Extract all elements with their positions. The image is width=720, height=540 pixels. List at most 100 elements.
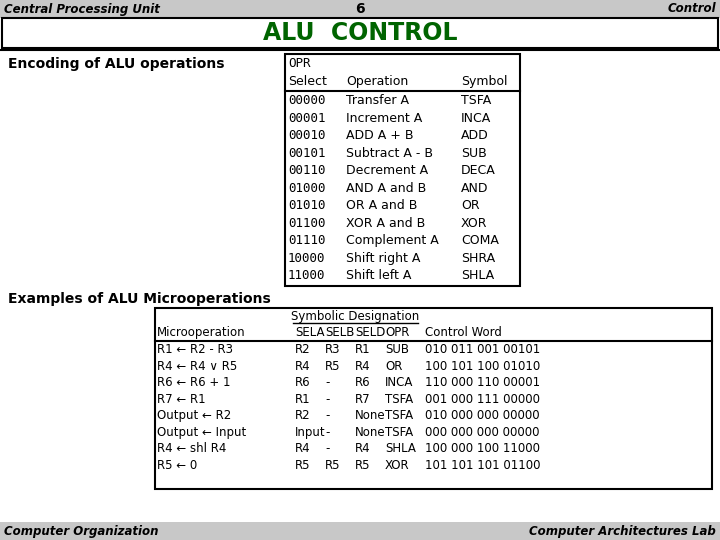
Text: ADD A + B: ADD A + B	[346, 129, 413, 142]
Text: 6: 6	[355, 2, 365, 16]
Text: Transfer A: Transfer A	[346, 94, 409, 107]
Text: SUB: SUB	[461, 147, 487, 160]
Text: R5: R5	[325, 458, 341, 471]
Text: AND: AND	[461, 181, 488, 194]
Text: Central Processing Unit: Central Processing Unit	[4, 3, 160, 16]
Text: 010 000 000 00000: 010 000 000 00000	[425, 409, 539, 422]
Text: Output ← Input: Output ← Input	[157, 426, 246, 438]
Text: R4: R4	[295, 442, 310, 455]
Text: OPR: OPR	[288, 57, 310, 70]
Text: 000 000 000 00000: 000 000 000 00000	[425, 426, 539, 438]
Text: R7 ← R1: R7 ← R1	[157, 393, 206, 406]
Text: Examples of ALU Microoperations: Examples of ALU Microoperations	[8, 293, 271, 307]
Text: OPR: OPR	[385, 326, 410, 339]
Text: 00001: 00001	[288, 112, 325, 125]
Text: 00000: 00000	[288, 94, 325, 107]
Text: Microoperation: Microoperation	[157, 326, 246, 339]
Text: Symbolic Designation: Symbolic Designation	[292, 310, 420, 323]
Text: 10000: 10000	[288, 252, 325, 265]
Text: 01100: 01100	[288, 217, 325, 230]
Text: Output ← R2: Output ← R2	[157, 409, 231, 422]
Text: Complement A: Complement A	[346, 234, 438, 247]
Text: R2: R2	[295, 343, 310, 356]
Text: R4: R4	[355, 442, 371, 455]
Text: 00010: 00010	[288, 129, 325, 142]
Text: R6 ← R6 + 1: R6 ← R6 + 1	[157, 376, 230, 389]
Text: 01110: 01110	[288, 234, 325, 247]
Text: R5: R5	[295, 458, 310, 471]
Text: XOR A and B: XOR A and B	[346, 217, 426, 230]
Text: COMA: COMA	[461, 234, 499, 247]
Text: Symbol: Symbol	[461, 75, 508, 87]
Text: Select: Select	[288, 75, 327, 87]
Text: -: -	[325, 426, 329, 438]
Text: INCA: INCA	[385, 376, 413, 389]
Text: 100 101 100 01010: 100 101 100 01010	[425, 360, 540, 373]
Text: TSFA: TSFA	[461, 94, 491, 107]
Text: 01010: 01010	[288, 199, 325, 212]
Text: R4 ← R4 ∨ R5: R4 ← R4 ∨ R5	[157, 360, 238, 373]
Bar	[285, 54, 520, 286]
Text: None: None	[355, 409, 386, 422]
Text: 100 000 100 11000: 100 000 100 11000	[425, 442, 540, 455]
Text: 11000: 11000	[288, 269, 325, 282]
Text: -: -	[325, 409, 329, 422]
Text: 00110: 00110	[288, 164, 325, 177]
Text: ALU  CONTROL: ALU CONTROL	[263, 21, 457, 45]
Text: DECA: DECA	[461, 164, 496, 177]
Bar	[155, 307, 712, 489]
Text: SUB: SUB	[385, 343, 409, 356]
Text: 001 000 111 00000: 001 000 111 00000	[425, 393, 540, 406]
Text: Encoding of ALU operations: Encoding of ALU operations	[8, 57, 225, 71]
Text: XOR: XOR	[461, 217, 487, 230]
Text: Control: Control	[667, 3, 716, 16]
Text: TSFA: TSFA	[385, 393, 413, 406]
Text: R6: R6	[355, 376, 371, 389]
Text: OR: OR	[461, 199, 480, 212]
Text: 010 011 001 00101: 010 011 001 00101	[425, 343, 540, 356]
Text: -: -	[325, 376, 329, 389]
Text: R4: R4	[295, 360, 310, 373]
Text: R2: R2	[295, 409, 310, 422]
Text: R1: R1	[355, 343, 371, 356]
Text: Decrement A: Decrement A	[346, 164, 428, 177]
Text: INCA: INCA	[461, 112, 491, 125]
Text: SHLA: SHLA	[461, 269, 494, 282]
Text: Computer Architectures Lab: Computer Architectures Lab	[529, 524, 716, 537]
Text: 110 000 110 00001: 110 000 110 00001	[425, 376, 540, 389]
Text: R6: R6	[295, 376, 310, 389]
Text: Input: Input	[295, 426, 325, 438]
Text: R4 ← shl R4: R4 ← shl R4	[157, 442, 226, 455]
Text: R1 ← R2 - R3: R1 ← R2 - R3	[157, 343, 233, 356]
Text: R5 ← 0: R5 ← 0	[157, 458, 197, 471]
Text: R4: R4	[355, 360, 371, 373]
Text: Control Word: Control Word	[425, 326, 502, 339]
Text: 01000: 01000	[288, 181, 325, 194]
Text: R1: R1	[295, 393, 310, 406]
Text: XOR: XOR	[385, 458, 410, 471]
Text: Operation: Operation	[346, 75, 408, 87]
Text: TSFA: TSFA	[385, 426, 413, 438]
Text: None: None	[355, 426, 386, 438]
Text: OR: OR	[385, 360, 402, 373]
Text: Shift left A: Shift left A	[346, 269, 411, 282]
Text: R3: R3	[325, 343, 341, 356]
Text: SHRA: SHRA	[461, 252, 495, 265]
Text: R5: R5	[325, 360, 341, 373]
Text: Computer Organization: Computer Organization	[4, 524, 158, 537]
Text: ADD: ADD	[461, 129, 489, 142]
Text: 00101: 00101	[288, 147, 325, 160]
Text: SELA: SELA	[295, 326, 325, 339]
Text: R5: R5	[355, 458, 371, 471]
Bar	[0, 522, 720, 540]
Text: SELB: SELB	[325, 326, 354, 339]
Text: SELD: SELD	[355, 326, 385, 339]
Text: Increment A: Increment A	[346, 112, 422, 125]
Text: Shift right A: Shift right A	[346, 252, 420, 265]
Text: SHLA: SHLA	[385, 442, 416, 455]
Text: R7: R7	[355, 393, 371, 406]
Bar	[2, 18, 718, 48]
Text: -: -	[325, 393, 329, 406]
Text: -: -	[325, 442, 329, 455]
Text: 101 101 101 01100: 101 101 101 01100	[425, 458, 541, 471]
